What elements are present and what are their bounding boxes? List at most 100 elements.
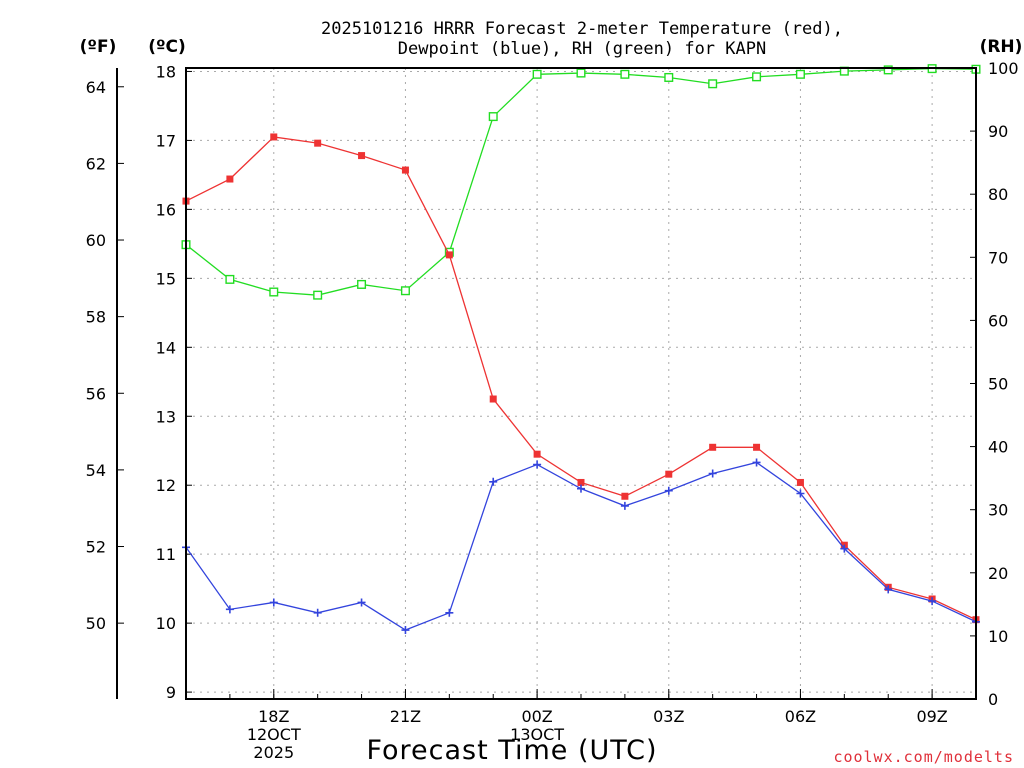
celsius-tick-label: 10 xyxy=(156,614,176,633)
series-relative-humidity xyxy=(181,64,981,300)
series-layer xyxy=(181,64,981,635)
x-tick-label: 2025 xyxy=(253,743,294,762)
data-point xyxy=(884,585,893,594)
data-point xyxy=(445,251,453,259)
fahrenheit-tick-label: 60 xyxy=(86,231,106,250)
data-point xyxy=(577,478,585,486)
data-point xyxy=(752,458,761,467)
rh-tick-label: 20 xyxy=(988,564,1008,583)
data-point xyxy=(532,69,542,79)
data-point xyxy=(533,450,541,458)
data-point xyxy=(401,166,409,174)
data-point xyxy=(664,486,673,495)
data-point xyxy=(225,605,234,614)
data-point xyxy=(357,279,367,289)
rh-tick-label: 100 xyxy=(988,59,1019,78)
celsius-tick-label: 11 xyxy=(156,545,176,564)
data-point xyxy=(664,72,674,82)
celsius-axis: 9 10 11 12 13 14 15 16 17 18 xyxy=(156,62,192,702)
data-point xyxy=(795,69,805,79)
rh-tick-label: 90 xyxy=(988,122,1008,141)
data-point xyxy=(576,68,586,78)
credit-text: coolwx.com/modelts xyxy=(833,748,1014,766)
data-point xyxy=(269,598,278,607)
data-point xyxy=(883,65,893,75)
rh-axis: 0 10 20 30 40 50 60 70 80 90 100 xyxy=(970,59,1019,709)
data-point xyxy=(709,443,717,451)
rh-tick-label: 10 xyxy=(988,627,1008,646)
data-point xyxy=(489,395,497,403)
x-tick-label: 03Z xyxy=(653,707,684,726)
series-line xyxy=(185,67,977,296)
data-point xyxy=(796,478,804,486)
x-tick-label: 00Z xyxy=(521,707,552,726)
rh-tick-label: 30 xyxy=(988,501,1008,520)
series-dewpoint-c xyxy=(182,458,980,635)
data-point xyxy=(708,469,717,478)
data-point xyxy=(753,443,761,451)
rh-tick-label: 50 xyxy=(988,375,1008,394)
fahrenheit-tick-label: 54 xyxy=(86,461,106,480)
x-tick-label: 12OCT xyxy=(247,725,301,744)
x-axis-label: Forecast Time (UTC) xyxy=(366,735,657,766)
celsius-tick-label: 13 xyxy=(156,407,176,426)
data-point xyxy=(620,69,630,79)
data-point xyxy=(225,274,235,284)
chart-title-line-1: 2025101216 HRRR Forecast 2-meter Tempera… xyxy=(321,19,843,39)
data-point xyxy=(665,470,673,478)
gridlines xyxy=(186,68,976,699)
data-point xyxy=(313,290,323,300)
rh-tick-label: 40 xyxy=(988,438,1008,457)
data-point xyxy=(708,79,718,89)
data-point xyxy=(314,139,322,147)
data-point xyxy=(752,72,762,82)
data-point xyxy=(270,133,278,141)
celsius-axis-header: (ºC) xyxy=(148,37,186,57)
data-point xyxy=(313,608,322,617)
rh-tick-label: 60 xyxy=(988,311,1008,330)
data-point xyxy=(577,484,585,493)
data-point xyxy=(928,597,937,606)
data-point xyxy=(226,175,234,183)
data-point xyxy=(358,152,366,160)
data-point xyxy=(488,112,498,122)
rh-tick-label: 70 xyxy=(988,248,1008,267)
celsius-tick-label: 9 xyxy=(166,683,176,702)
x-tick-label: 09Z xyxy=(916,707,947,726)
series-line xyxy=(185,136,977,621)
data-point xyxy=(357,598,366,607)
data-point xyxy=(533,460,542,469)
x-tick-label: 21Z xyxy=(390,707,421,726)
data-point xyxy=(269,287,279,297)
rh-axis-header: (RH) xyxy=(980,37,1023,57)
fahrenheit-axis-header: (ºF) xyxy=(80,37,117,57)
data-point xyxy=(840,544,849,553)
fahrenheit-axis: 50 52 54 56 58 60 62 64 xyxy=(86,68,124,699)
series-temperature-c xyxy=(182,133,980,624)
fahrenheit-tick-label: 58 xyxy=(86,308,106,327)
data-point xyxy=(400,286,410,296)
fahrenheit-tick-label: 56 xyxy=(86,384,106,403)
fahrenheit-tick-label: 52 xyxy=(86,538,106,557)
data-point xyxy=(796,489,805,498)
x-tick-label: 06Z xyxy=(785,707,816,726)
data-point xyxy=(620,501,629,510)
data-point xyxy=(401,626,410,635)
data-point xyxy=(489,477,498,486)
data-point xyxy=(445,608,454,617)
fahrenheit-tick-label: 50 xyxy=(86,614,106,633)
data-point xyxy=(621,492,629,500)
rh-tick-label: 0 xyxy=(988,690,998,709)
chart-title-line-2: Dewpoint (blue), RH (green) for KAPN xyxy=(398,39,766,59)
celsius-tick-label: 17 xyxy=(156,131,176,150)
rh-tick-label: 80 xyxy=(988,185,1008,204)
celsius-tick-label: 18 xyxy=(156,62,176,81)
fahrenheit-tick-label: 62 xyxy=(86,154,106,173)
celsius-tick-label: 12 xyxy=(156,476,176,495)
x-tick-label: 13OCT xyxy=(510,725,564,744)
celsius-tick-label: 15 xyxy=(156,269,176,288)
celsius-tick-label: 16 xyxy=(156,200,176,219)
celsius-tick-label: 14 xyxy=(156,338,176,357)
